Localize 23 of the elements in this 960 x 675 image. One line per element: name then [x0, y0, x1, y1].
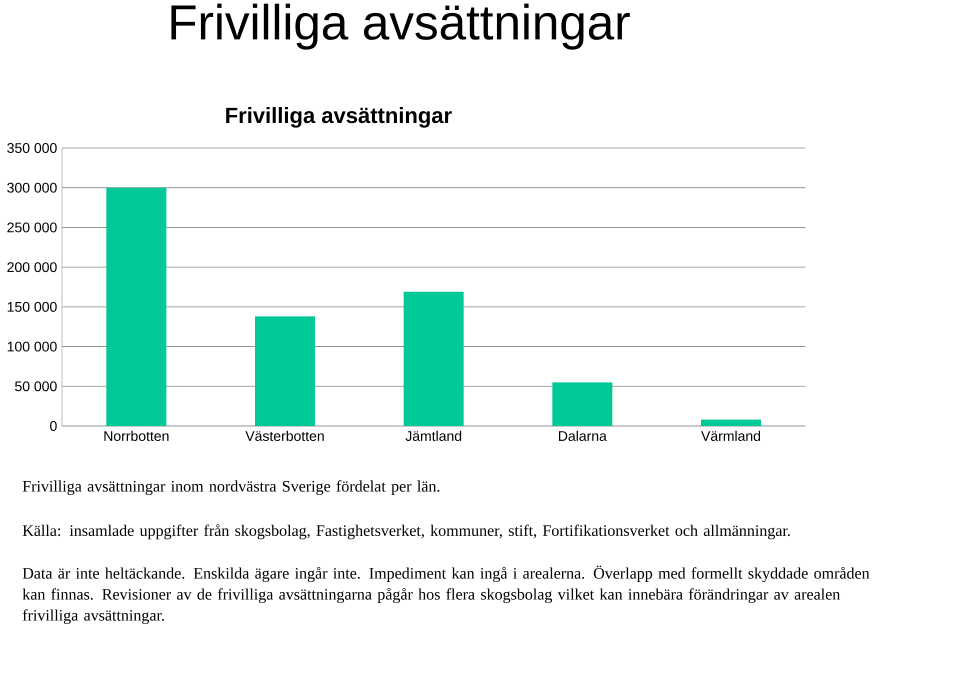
chart-subtitle: Frivilliga avsättningar	[226, 107, 452, 128]
bar	[106, 188, 166, 426]
text: Frivilliga avsättningar inom nordvästra Sverige fördelat per län.	[22, 480, 440, 495]
y-tick-label: 300 000	[7, 182, 57, 193]
y-tick-label: 250 000	[7, 222, 57, 232]
bar	[404, 292, 464, 426]
bar	[552, 382, 612, 426]
x-tick-label: Norrbotten	[104, 430, 168, 441]
y-tick-label: 100 000	[8, 342, 57, 352]
bar	[701, 420, 762, 426]
y-tick-label: 150 000	[8, 302, 57, 312]
x-tick-label: Dalarna	[558, 430, 607, 441]
y-tick-label: 0	[50, 421, 57, 431]
chart-title: Frivilliga avsättningar	[171, 4, 630, 50]
x-tick-label: Västerbotten	[245, 430, 324, 441]
bar	[255, 316, 315, 426]
y-tick-label: 200 000	[7, 262, 57, 272]
y-tick-label: 350 000	[7, 143, 57, 153]
text: Data är inte heltäckande. Enskilda ägare ingår inte. Impediment kan ingå i arealerna. Överlapp med formellt skyddade områden kan finnas. Revisioner av de frivilliga avsättningarna pågår hos flera skogsbolag vilket kan innebära förändringar av arealen frivilliga avsättningar.	[22, 566, 870, 624]
x-tick-label: Jämtland	[405, 430, 462, 441]
text: Källa: insamlade uppgifter från skogsbolag, Fastighetsverket, kommuner, stift, Fortifikationsverket och allmänningar.	[22, 524, 790, 540]
y-tick-label: 50 000	[15, 381, 57, 392]
x-tick-label: Värmland	[701, 430, 760, 441]
